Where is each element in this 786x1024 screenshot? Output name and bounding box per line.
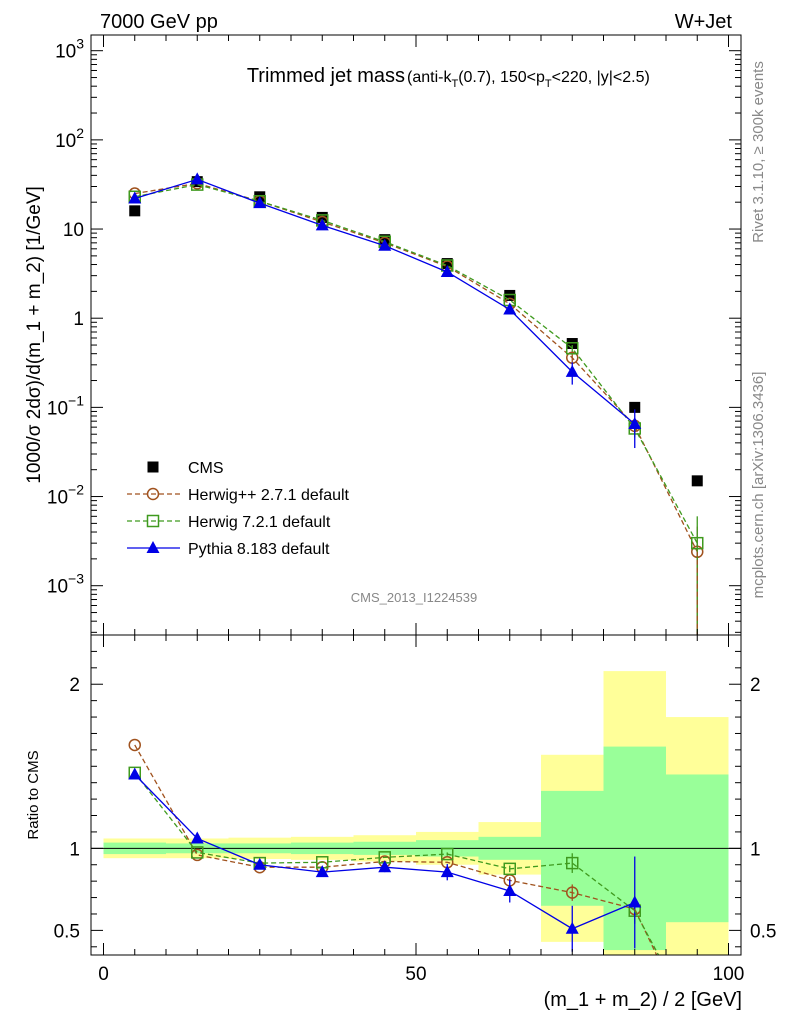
ratio-y-tick-label: 2 <box>69 675 80 696</box>
ratio-point-pythia <box>128 767 142 780</box>
main-y-tick-label: 10−3 <box>47 571 84 598</box>
main-point-pythia <box>190 172 204 185</box>
main-point-herwig7 <box>566 342 579 355</box>
ratio-y-tick-label: 1 <box>69 839 80 860</box>
main-y-tick-label: 103 <box>55 36 84 63</box>
main-point-pythia <box>253 196 267 209</box>
legend: CMS Herwig++ 2.7.1 default Herwig 7.2.1 de… <box>127 460 350 558</box>
main-point-pythia <box>315 218 329 231</box>
ratio-point-pythia <box>315 865 329 878</box>
ratio-point-pythia <box>253 857 267 870</box>
legend-label-herwigpp: Herwig++ 2.7.1 default <box>188 487 350 504</box>
ratio-line-herwig7-tail <box>634 910 660 956</box>
ratio-x-tick-label: 0 <box>98 964 109 985</box>
legend-label-pythia: Pythia 8.183 default <box>188 541 330 558</box>
ratio-line-herwig7 <box>134 772 636 912</box>
ratio-point-pythia <box>628 895 642 908</box>
main-y-tick-label: 10−1 <box>47 392 84 419</box>
legend-marker-herwigpp <box>146 487 160 501</box>
ratio-point-pythia <box>440 865 454 878</box>
ratio-point-herwig7 <box>441 847 454 861</box>
legend-marker-herwig7 <box>146 514 160 528</box>
chart-title: Trimmed jet mass <box>247 65 405 87</box>
main-y-tick-label: 10−2 <box>47 482 84 509</box>
main-point-pythia <box>503 302 517 315</box>
chart-subtitle: (anti-kT(0.7), 150<pT<220, |y|<2.5) <box>407 69 650 90</box>
main-point-pythia <box>628 417 642 430</box>
main-y-axis-label: 1000/σ 2dσ)/d(m_1 + m_2) [1/GeV] <box>24 186 45 484</box>
ratio-y-tick-label-right: 0.5 <box>750 921 776 942</box>
ratio-x-tick-label: 100 <box>713 964 745 985</box>
main-y-tick-label: 10 <box>63 220 84 241</box>
rivet-version-label: Rivet 3.1.10, ≥ 300k events <box>750 61 767 243</box>
main-line-herwigpp <box>134 182 698 553</box>
ratio-y-tick-label-right: 1 <box>750 839 761 860</box>
ratio-point-herwig7 <box>566 856 579 870</box>
mcplots-reference-label: mcplots.cern.ch [arXiv:1306.3436] <box>750 372 767 599</box>
main-point-pythia <box>565 364 579 377</box>
ratio-line-herwigpp-tail <box>634 908 658 956</box>
main-point-cms <box>629 401 641 413</box>
legend-label-cms: CMS <box>188 460 224 477</box>
ratio-point-herwig7 <box>503 862 516 876</box>
ratio-y-tick-label-right: 2 <box>750 675 761 696</box>
main-point-pythia <box>440 264 454 277</box>
ratio-point-herwigpp <box>128 738 141 752</box>
main-line-herwig7 <box>134 183 698 544</box>
main-series-cms <box>129 176 703 487</box>
main-series-herwigpp <box>128 177 704 635</box>
ratio-series-layer <box>128 738 660 956</box>
main-point-cms <box>129 205 141 217</box>
ratio-x-tick-label: 50 <box>405 964 426 985</box>
legend-marker-pythia <box>146 541 160 553</box>
main-point-cms <box>691 475 703 487</box>
main-y-tick-label: 102 <box>55 125 84 152</box>
ratio-point-pythia <box>190 831 204 844</box>
header-energy-label: 7000 GeV pp <box>100 11 218 33</box>
ratio-series-pythia <box>128 767 642 952</box>
legend-label-herwig7: Herwig 7.2.1 default <box>188 514 331 531</box>
ratio-point-pythia <box>503 884 517 896</box>
main-point-cms <box>566 338 578 350</box>
main-line-pythia <box>134 178 636 425</box>
legend-marker-cms <box>147 461 159 473</box>
x-axis-label: (m_1 + m_2) / 2 [GeV] <box>544 989 742 1011</box>
main-series-layer <box>128 172 704 635</box>
ratio-y-axis-label: Ratio to CMS <box>25 750 42 839</box>
ratio-y-tick-label: 0.5 <box>54 921 80 942</box>
ratio-point-pythia <box>565 921 579 934</box>
main-point-herwig7 <box>691 536 704 550</box>
main-series-pythia <box>128 172 642 449</box>
main-point-cms <box>504 289 516 301</box>
header-process-label: W+Jet <box>675 11 733 33</box>
ratio-point-pythia <box>378 860 392 873</box>
main-point-cms <box>316 211 328 223</box>
ratio-point-herwig7 <box>191 846 204 859</box>
main-point-pythia <box>128 191 142 204</box>
main-point-pythia <box>378 238 392 251</box>
main-y-tick-label: 1 <box>73 309 84 330</box>
ratio-point-herwigpp <box>566 886 579 899</box>
analysis-watermark: CMS_2013_I1224539 <box>351 590 478 605</box>
main-point-cms <box>441 258 453 270</box>
